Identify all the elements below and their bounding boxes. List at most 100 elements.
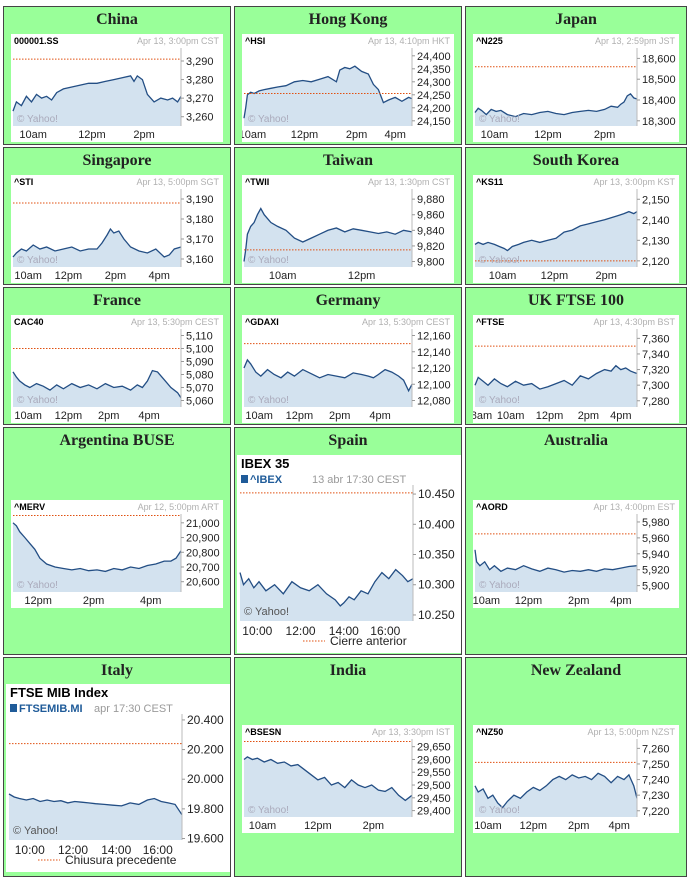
index-chart[interactable]: ^GDAXI Apr 13, 5:30pm CEST 12,160 12,140 12,… <box>242 315 454 423</box>
price-line <box>12 369 182 399</box>
y-tick-label: 18,600 <box>642 53 676 65</box>
index-chart[interactable]: ^TWII Apr 13, 1:30pm CST 9,880 9,860 9,840 9,… <box>242 175 454 283</box>
y-tick-label: 29,600 <box>417 754 451 766</box>
timestamp: Apr 13, 1:30pm CST <box>368 177 451 187</box>
country-title: Singapore <box>82 152 152 169</box>
index-chart[interactable]: ^FTSE Apr 13, 4:30pm BST 7,360 7,340 7,320 7,… <box>473 315 679 423</box>
y-tick-label: 20,800 <box>186 547 220 559</box>
x-tick-label: 10am <box>481 129 509 141</box>
chart-svg: ^N225 Apr 13, 2:59pm JST 18,600 18,500 18,40… <box>474 36 676 141</box>
ticker-symbol: ^MERV <box>14 502 45 512</box>
y-tick-label: 9,820 <box>417 241 445 253</box>
index-chart[interactable]: ^HSI Apr 13, 4:10pm HKT 24,400 24,350 24,300… <box>242 34 454 142</box>
x-tick-label: 4pm <box>369 410 390 422</box>
price-area <box>475 93 637 126</box>
index-chart[interactable]: ^AORD Apr 13, 4:00pm EST 5,980 5,960 5,940 5,… <box>473 500 679 608</box>
x-tick-label: 4pm <box>610 410 631 422</box>
y-tick-label: 5,070 <box>186 383 214 395</box>
x-tick-label: 12pm <box>534 129 562 141</box>
x-tick-label: 12pm <box>291 129 319 141</box>
y-tick-label: 24,300 <box>417 77 451 89</box>
timestamp: Apr 13, 4:00pm EST <box>593 502 675 512</box>
x-tick-label: 12pm <box>515 595 543 607</box>
y-tick-label: 3,190 <box>186 194 214 206</box>
price-area <box>475 773 637 817</box>
y-tick-label: 20,700 <box>186 562 220 574</box>
y-tick-label: 3,260 <box>186 112 214 124</box>
panel-germany: Germany ^GDAXI Apr 13, 5:30pm CEST 12,160 12… <box>234 287 462 425</box>
y-tick-label: 20.200 <box>187 743 224 757</box>
y-tick-label: 2,130 <box>642 235 670 247</box>
index-chart[interactable]: ^MERV Apr 12, 5:00pm ART 21,000 20,900 20,80… <box>11 500 223 608</box>
timestamp: Apr 13, 4:30pm BST <box>593 317 675 327</box>
index-chart[interactable]: ^BSESN Apr 13, 3:30pm IST 29,650 29,600 29,5… <box>242 725 454 833</box>
panel-australia: Australia ^AORD Apr 13, 4:00pm EST 5,980 5,9… <box>465 427 687 655</box>
y-tick-label: 10.450 <box>418 487 455 501</box>
y-tick-label: 20.400 <box>187 713 224 727</box>
x-tick-label: 12pm <box>78 129 106 141</box>
y-tick-label: 5,900 <box>642 581 670 593</box>
y-tick-label: 3,280 <box>186 75 214 87</box>
y-tick-label: 3,160 <box>186 254 214 266</box>
ticker-symbol: ^GDAXI <box>245 317 279 327</box>
chart-svg: CAC40 Apr 13, 5:30pm CEST5,1105,1005,0905… <box>12 317 220 422</box>
y-tick-label: 7,220 <box>642 806 670 818</box>
index-chart[interactable]: IBEX 35 ^IBEX 13 abr 17:30 CEST 10.450 10.40… <box>237 455 461 653</box>
y-tick-label: 18,400 <box>642 95 676 107</box>
yahoo-watermark: © Yahoo! <box>479 395 520 406</box>
timestamp: Apr 12, 5:00pm ART <box>138 502 220 512</box>
x-tick-label: 10am <box>474 820 502 832</box>
timestamp: Apr 13, 5:00pm NZST <box>587 727 675 737</box>
price-line <box>243 207 413 262</box>
chart-svg: ^NZ50 Apr 13, 5:00pm NZST 7,260 7,250 7,240 7… <box>474 727 675 832</box>
price-area <box>244 756 412 817</box>
x-tick-label: 10am <box>19 129 47 141</box>
index-chart[interactable]: ^NZ50 Apr 13, 5:00pm NZST 7,260 7,250 7,240 7… <box>473 725 679 833</box>
x-tick-label: 2pm <box>329 410 350 422</box>
x-tick-label: 12pm <box>541 270 569 282</box>
y-tick-label: 20.000 <box>187 772 224 786</box>
price-line <box>243 756 413 802</box>
y-tick-label: 12,120 <box>417 363 451 375</box>
x-tick-label: 16:00 <box>143 843 173 857</box>
index-chart[interactable]: 000001.SS Apr 13, 3:00pm CST 3,290 3,280 3,2… <box>11 34 223 142</box>
x-tick-label: 12pm <box>304 820 332 832</box>
index-chart[interactable]: CAC40 Apr 13, 5:30pm CEST 5,110 5,100 5,090 5… <box>11 315 223 423</box>
country-title: Italy <box>101 662 133 679</box>
ticker-symbol: CAC40 <box>14 317 44 327</box>
yahoo-watermark: © Yahoo! <box>13 825 58 837</box>
index-chart[interactable]: FTSE MIB Index FTSEMIB.MI apr 17:30 CEST 20… <box>6 684 230 872</box>
chart-svg: IBEX 35 ^IBEX 13 abr 17:30 CEST 10.450 10.40… <box>239 456 455 648</box>
x-tick-label: 2pm <box>105 270 126 282</box>
price-area <box>13 522 181 592</box>
chart-svg: ^GDAXI Apr 13, 5:30pm CEST 12,160 12,140 12,… <box>243 317 451 422</box>
y-tick-label: 5,980 <box>642 517 670 529</box>
price-line <box>474 364 638 390</box>
y-tick-label: 29,650 <box>417 742 451 754</box>
price-line <box>243 358 413 393</box>
series-swatch-icon <box>241 475 248 483</box>
panel-taiwan: Taiwan ^TWII Apr 13, 1:30pm CST 9,880 9,860 9… <box>234 147 462 285</box>
chart-svg: ^HSI Apr 13, 4:10pm HKT 24,40024,35024,300… <box>242 36 451 141</box>
timestamp: Apr 13, 2:59pm JST <box>595 36 676 46</box>
ticker-symbol: FTSEMIB.MI <box>19 703 83 715</box>
chart-svg: ^BSESN Apr 13, 3:30pm IST29,65029,60029,5… <box>243 727 451 832</box>
y-tick-label: 7,280 <box>642 396 670 408</box>
index-chart[interactable]: ^N225 Apr 13, 2:59pm JST 18,600 18,500 18,40… <box>473 34 679 142</box>
y-tick-label: 20,600 <box>186 577 220 589</box>
country-title: South Korea <box>532 152 620 169</box>
ticker-symbol: ^IBEX <box>250 474 283 486</box>
y-tick-label: 9,840 <box>417 225 445 237</box>
y-tick-label: 29,550 <box>417 767 451 779</box>
timestamp: Apr 13, 5:30pm CEST <box>131 317 220 327</box>
chart-svg: ^AORD Apr 13, 4:00pm EST 5,980 5,960 5,940 5,… <box>473 502 675 607</box>
price-line <box>12 227 182 258</box>
price-line <box>12 522 182 573</box>
index-chart[interactable]: ^STI Apr 13, 5:00pm SGT 3,190 3,180 3,170 3,1… <box>11 175 223 283</box>
y-tick-label: 9,880 <box>417 194 445 206</box>
ticker-symbol: ^BSESN <box>245 727 281 737</box>
y-tick-label: 10.300 <box>418 578 455 592</box>
x-tick-label: 10am <box>14 270 42 282</box>
panel-india: India ^BSESN Apr 13, 3:30pm IST 29,650 29,60… <box>234 657 462 877</box>
index-chart[interactable]: ^KS11 Apr 13, 3:00pm KST 2,150 2,140 2,130 2,… <box>473 175 679 283</box>
